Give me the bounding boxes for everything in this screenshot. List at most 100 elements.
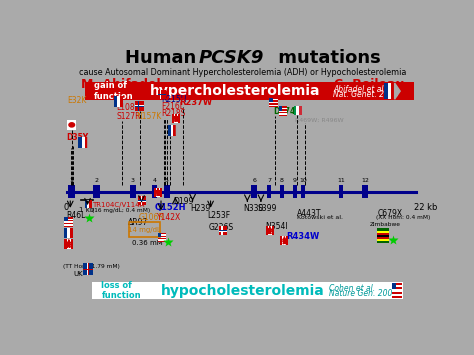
Bar	[64, 217, 73, 227]
Bar	[269, 106, 278, 107]
Bar	[114, 97, 117, 107]
Text: D374Y: D374Y	[273, 107, 301, 116]
Text: cause Autosomal Dominant Hypercholesterolemia (ADH) or Hypocholesterolemia: cause Autosomal Dominant Hypercholestero…	[79, 68, 407, 77]
Bar	[168, 125, 171, 136]
Bar	[64, 239, 73, 249]
Bar	[266, 226, 274, 235]
Bar	[392, 283, 402, 298]
Text: 7: 7	[267, 178, 271, 183]
Bar	[279, 106, 287, 116]
Text: 8: 8	[280, 178, 284, 183]
Circle shape	[69, 123, 74, 127]
Text: TR104C/V114A: TR104C/V114A	[92, 202, 145, 208]
Text: 11: 11	[337, 178, 345, 183]
Bar	[85, 200, 87, 208]
Bar	[174, 114, 178, 123]
Bar	[268, 226, 272, 235]
Bar	[88, 263, 89, 275]
Bar	[392, 294, 402, 296]
Text: A443T: A443T	[297, 209, 322, 218]
Bar	[301, 185, 305, 198]
Text: L253F: L253F	[207, 211, 230, 220]
Bar	[392, 296, 402, 298]
Bar	[64, 217, 73, 219]
Text: Nature Gen. 2005: Nature Gen. 2005	[329, 289, 398, 298]
Bar	[64, 228, 67, 238]
Bar	[158, 233, 166, 242]
Text: Human: Human	[125, 49, 203, 67]
Text: Nat. Genet. 2003: Nat. Genet. 2003	[333, 90, 399, 99]
Bar	[280, 185, 284, 198]
Text: 14 mg/dL: 14 mg/dL	[128, 227, 161, 233]
Bar	[377, 229, 389, 230]
Bar	[296, 106, 299, 115]
Bar	[269, 98, 273, 102]
Text: Cohen et al.: Cohen et al.	[329, 284, 375, 293]
Bar	[158, 238, 166, 240]
Bar	[392, 289, 402, 291]
Bar	[87, 200, 90, 208]
Bar	[70, 228, 73, 238]
Bar	[279, 109, 287, 110]
Text: R434W: R434W	[286, 232, 319, 241]
Bar	[377, 239, 389, 241]
Bar	[388, 83, 391, 99]
Bar	[64, 222, 73, 223]
Bar	[138, 200, 146, 201]
Text: UK: UK	[73, 271, 83, 277]
Bar	[154, 188, 162, 197]
Bar	[279, 108, 287, 109]
Text: H239: H239	[190, 204, 210, 213]
Text: N330: N330	[244, 204, 264, 213]
Bar	[135, 106, 144, 107]
Bar	[138, 101, 139, 111]
Bar	[64, 226, 73, 227]
Bar	[293, 185, 297, 198]
Bar	[78, 137, 82, 148]
Text: loss of
function: loss of function	[101, 281, 141, 300]
Bar	[269, 103, 278, 105]
Bar	[156, 188, 160, 197]
Bar	[377, 230, 389, 233]
Text: G106R: G106R	[138, 213, 164, 223]
Polygon shape	[283, 236, 286, 244]
Bar	[279, 110, 287, 112]
Text: hypocholesterolemia: hypocholesterolemia	[161, 284, 325, 297]
Text: PCSK9: PCSK9	[199, 49, 264, 67]
Bar	[83, 263, 93, 275]
Bar	[269, 98, 278, 107]
Bar	[158, 234, 166, 235]
Text: S399: S399	[258, 204, 277, 213]
Bar	[269, 99, 278, 100]
Bar	[158, 94, 166, 95]
Bar	[82, 137, 85, 148]
Bar	[92, 282, 403, 299]
Bar	[377, 241, 389, 243]
Bar	[339, 185, 343, 198]
Text: 5: 5	[165, 178, 169, 183]
Bar	[279, 113, 287, 115]
Bar	[251, 185, 257, 198]
Bar	[85, 82, 414, 100]
Text: gain of
function: gain of function	[94, 81, 134, 101]
Bar	[64, 217, 68, 222]
Bar	[64, 220, 73, 222]
Bar	[392, 283, 402, 285]
Bar	[362, 185, 368, 198]
Text: 1 kb: 1 kb	[79, 207, 94, 213]
Bar	[68, 185, 75, 198]
Text: Zimbabwe: Zimbabwe	[370, 222, 401, 226]
Bar	[384, 83, 388, 99]
Bar	[158, 233, 161, 237]
Bar	[158, 233, 166, 234]
Text: 3: 3	[131, 178, 135, 183]
Bar	[141, 196, 142, 205]
Bar	[83, 269, 93, 270]
Bar	[164, 185, 170, 198]
Text: Y142X: Y142X	[156, 213, 181, 223]
Text: ΔR97: ΔR97	[128, 218, 149, 226]
Bar	[279, 106, 283, 110]
Bar	[377, 236, 389, 239]
Polygon shape	[88, 137, 93, 148]
Bar	[172, 114, 180, 123]
